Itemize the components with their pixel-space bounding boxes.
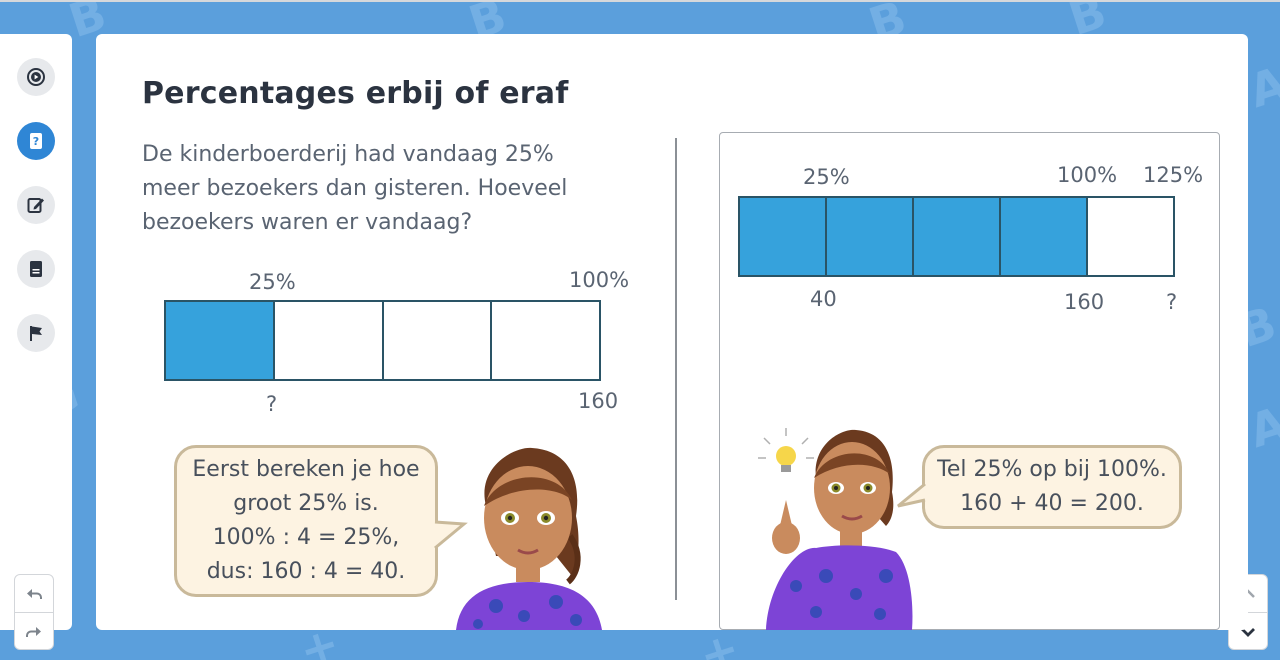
book-icon — [30, 261, 42, 277]
bar-segment — [740, 198, 825, 275]
right-speech-bubble: Tel 25% op bij 100%. 160 + 40 = 200. — [922, 445, 1182, 529]
right-model-bottom-label: ? — [1166, 290, 1178, 314]
play-circle-icon — [27, 68, 45, 86]
edit-icon — [27, 198, 44, 213]
edit-button[interactable] — [17, 186, 55, 224]
left-model-top-left-label: 25% — [249, 270, 296, 294]
flag-icon — [30, 326, 42, 341]
next-button[interactable] — [1229, 612, 1267, 649]
play-circle-button[interactable] — [17, 58, 55, 96]
left-model-bottom-right-label: 160 — [578, 389, 619, 413]
undo-redo-group — [14, 574, 54, 650]
girl-character — [456, 447, 602, 630]
lightbulb-icon — [758, 428, 814, 472]
redo-button[interactable] — [15, 612, 53, 649]
bubble-line: Eerst bereken je hoe — [192, 457, 420, 482]
girl-idea-character — [758, 428, 913, 630]
solution-panel — [719, 132, 1220, 630]
top-border — [0, 0, 1280, 2]
bar-segment — [912, 198, 999, 275]
question-book-button[interactable]: ? — [17, 122, 55, 160]
left-bubble-tail — [434, 520, 468, 550]
left-speech-bubble: Eerst bereken je hoe groot 25% is. 100% … — [174, 445, 438, 597]
page-title: Percentages erbij of eraf — [142, 76, 569, 111]
right-model-top-label: 100% — [1057, 163, 1118, 187]
bar-segment — [490, 302, 599, 379]
left-model-bottom-left-label: ? — [266, 392, 278, 416]
undo-icon — [27, 588, 42, 599]
undo-button[interactable] — [15, 575, 53, 612]
right-bubble-tail — [897, 482, 926, 508]
book-button[interactable] — [17, 250, 55, 288]
bubble-line: groot 25% is. — [233, 491, 379, 516]
right-model-top-label: 125% — [1143, 163, 1204, 187]
bar-segment — [825, 198, 912, 275]
chevron-down-icon — [1241, 627, 1255, 637]
right-model-bottom-label: 40 — [810, 287, 837, 311]
bubble-line: dus: 160 : 4 = 40. — [206, 559, 406, 584]
right-bar-model — [738, 196, 1175, 277]
right-model-top-label: 25% — [803, 165, 850, 189]
left-model-top-right-label: 100% — [569, 268, 630, 292]
redo-icon — [26, 626, 41, 637]
exercise-card: Percentages erbij of eraf De kinderboerd… — [96, 34, 1248, 630]
left-bar-model — [164, 300, 601, 381]
svg-text:?: ? — [33, 135, 39, 148]
page-nav-group — [1228, 574, 1268, 650]
question-text: De kinderboerderij had vandaag 25% meer … — [142, 142, 568, 235]
right-model-bottom-label: 160 — [1064, 290, 1105, 314]
sidebar: ? — [0, 34, 72, 630]
bubble-line: Tel 25% op bij 100%. — [937, 457, 1167, 482]
bar-segment — [381, 302, 491, 379]
bubble-line: 100% : 4 = 25%, — [212, 525, 400, 550]
bar-segment — [166, 302, 273, 379]
question-book-icon: ? — [30, 133, 42, 149]
bubble-line: 160 + 40 = 200. — [960, 491, 1144, 516]
bar-segment — [999, 198, 1086, 275]
bar-segment — [272, 302, 382, 379]
bar-segment — [1086, 198, 1173, 275]
flag-button[interactable] — [17, 314, 55, 352]
column-divider — [675, 138, 677, 600]
